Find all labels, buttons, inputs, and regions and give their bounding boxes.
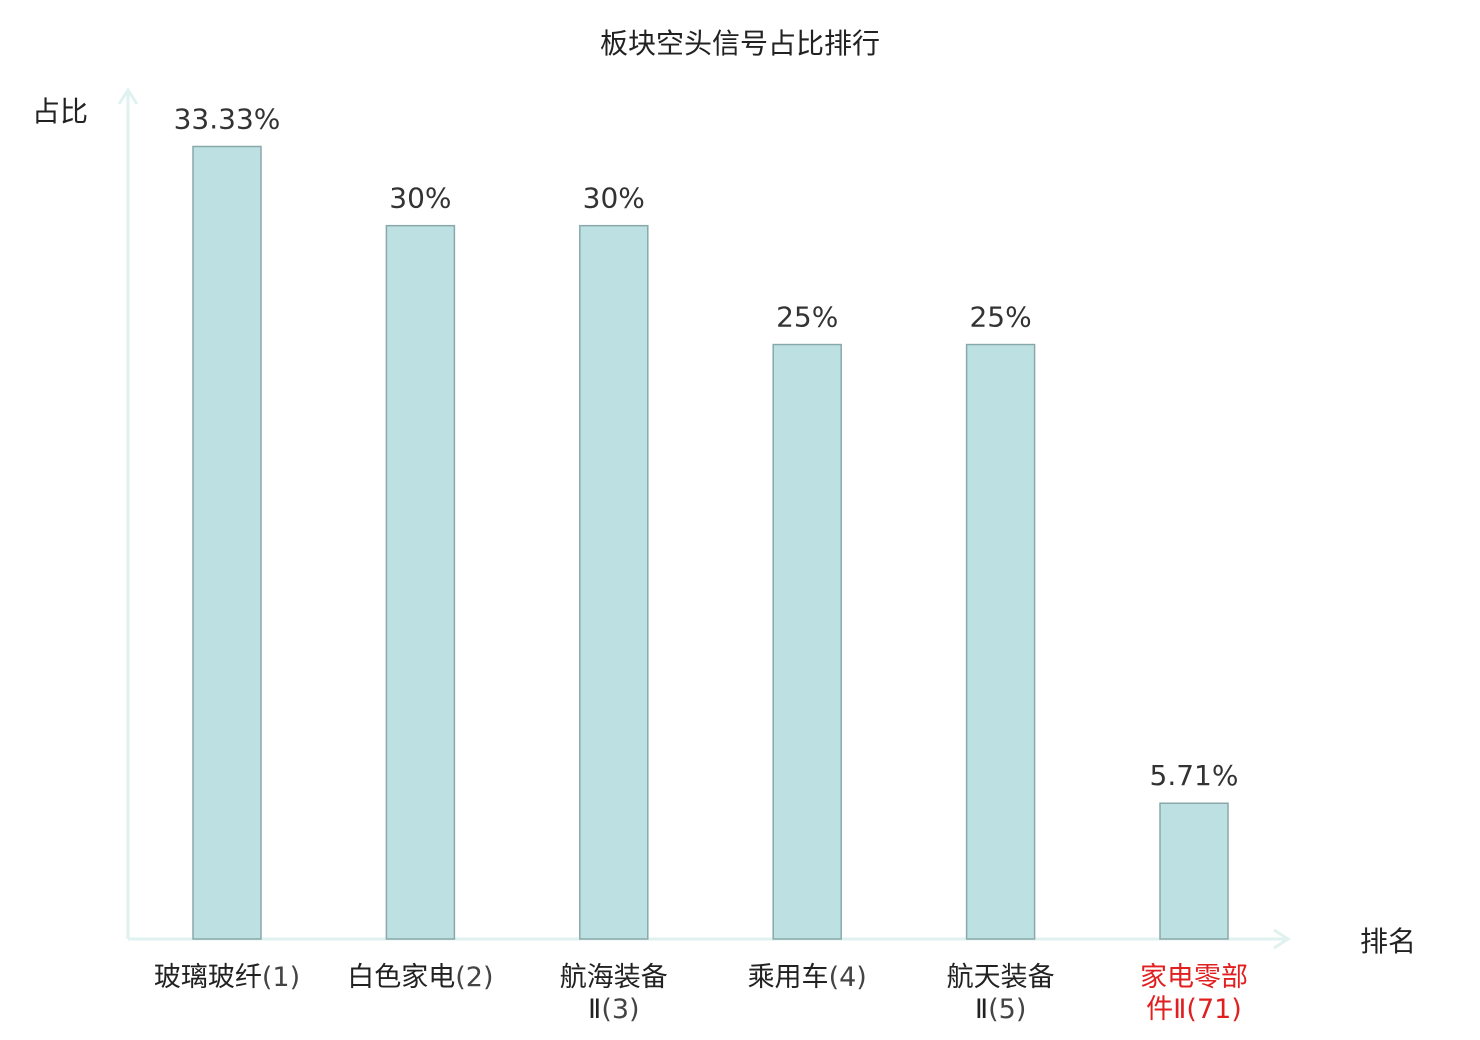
bar-2 xyxy=(385,224,456,940)
value-label-4: 25% xyxy=(776,301,838,334)
category-label-1: 玻璃玻纤(1) xyxy=(153,962,301,993)
value-label-3: 30% xyxy=(583,182,645,215)
x-axis-arrow xyxy=(1273,928,1291,950)
bar-4 xyxy=(772,343,842,940)
chart-title: 板块空头信号占比排行 xyxy=(599,27,880,60)
bar-3 xyxy=(579,224,649,940)
bar-6 xyxy=(1159,802,1229,940)
bar-1 xyxy=(192,145,262,940)
bar-5 xyxy=(965,343,1036,940)
category-label-5: 航天装备 Ⅱ(5) xyxy=(946,962,1055,1025)
value-label-5: 25% xyxy=(969,301,1031,334)
value-label-6: 5.71% xyxy=(1150,759,1239,792)
x-axis-label: 排名 xyxy=(1360,925,1417,958)
value-label-1: 33.33% xyxy=(174,102,281,135)
y-axis-arrow xyxy=(117,87,139,105)
category-label-3: 航海装备 Ⅱ(3) xyxy=(559,962,668,1025)
category-label-2: 白色家电(2) xyxy=(347,962,494,993)
value-label-2: 30% xyxy=(389,182,451,215)
category-label-6: 家电零部 件Ⅱ(71) xyxy=(1140,962,1248,1025)
category-label-4: 乘用车(4) xyxy=(747,962,867,993)
y-axis-label: 占比 xyxy=(32,95,89,128)
